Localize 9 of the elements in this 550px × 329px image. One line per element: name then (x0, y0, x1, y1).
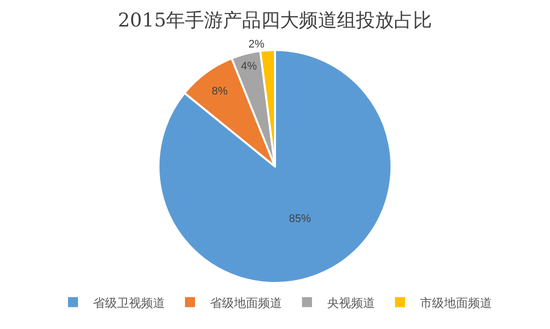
data-label: 85% (288, 213, 312, 226)
chart-title: 2015年手游产品四大频道组投放占比 (118, 9, 432, 32)
legend-label: 省级卫视频道 (93, 296, 165, 310)
data-label: 8% (212, 86, 228, 98)
data-label: 2% (248, 38, 265, 50)
legend-label: 央视频道 (327, 296, 375, 310)
data-label: 4% (240, 60, 258, 72)
legend-label: 市级地面频道 (420, 296, 492, 310)
legend-label: 省级地面频道 (210, 296, 282, 310)
